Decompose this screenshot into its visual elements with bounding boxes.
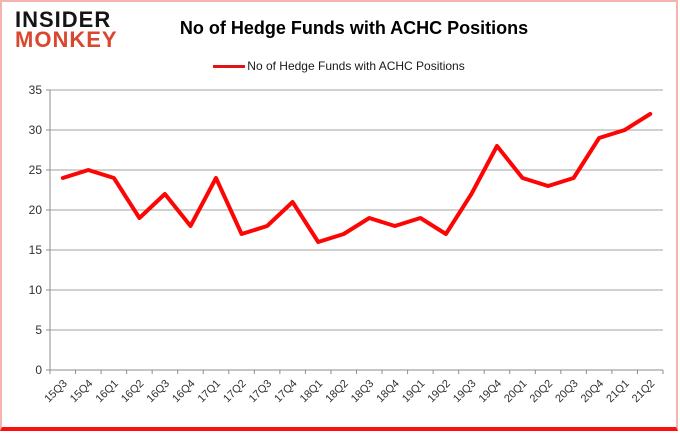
logo-line1: INSIDER xyxy=(15,7,112,32)
svg-text:18Q3: 18Q3 xyxy=(349,378,377,406)
svg-text:25: 25 xyxy=(29,163,43,177)
legend: No of Hedge Funds with ACHC Positions xyxy=(2,58,676,74)
svg-text:16Q3: 16Q3 xyxy=(145,378,173,406)
svg-text:20Q1: 20Q1 xyxy=(502,378,530,406)
svg-text:10: 10 xyxy=(29,283,43,297)
svg-text:30: 30 xyxy=(29,123,43,137)
svg-text:18Q2: 18Q2 xyxy=(323,378,351,406)
svg-text:5: 5 xyxy=(35,323,42,337)
legend-line-swatch xyxy=(213,64,246,68)
svg-text:20: 20 xyxy=(29,203,43,217)
svg-text:21Q2: 21Q2 xyxy=(630,378,658,406)
svg-text:20Q2: 20Q2 xyxy=(528,378,556,406)
svg-text:20Q4: 20Q4 xyxy=(579,378,607,406)
svg-text:17Q3: 17Q3 xyxy=(247,378,275,406)
svg-text:16Q4: 16Q4 xyxy=(170,378,198,406)
svg-text:18Q1: 18Q1 xyxy=(298,378,326,406)
svg-text:18Q4: 18Q4 xyxy=(374,378,402,406)
svg-text:16Q1: 16Q1 xyxy=(93,378,121,406)
insider-monkey-logo: INSIDER MONKEY xyxy=(15,7,118,53)
svg-text:19Q2: 19Q2 xyxy=(425,378,453,406)
legend-label: No of Hedge Funds with ACHC Positions xyxy=(247,59,465,73)
svg-text:19Q1: 19Q1 xyxy=(400,378,428,406)
svg-text:20Q3: 20Q3 xyxy=(553,378,581,406)
svg-text:19Q3: 19Q3 xyxy=(451,378,479,406)
svg-text:15Q3: 15Q3 xyxy=(42,378,70,406)
svg-text:15Q4: 15Q4 xyxy=(68,378,96,406)
chart-title: No of Hedge Funds with ACHC Positions xyxy=(179,18,529,38)
chart-card: INSIDER MONKEY No of Hedge Funds with AC… xyxy=(0,0,678,431)
svg-text:17Q4: 17Q4 xyxy=(272,378,300,406)
svg-text:0: 0 xyxy=(35,363,42,377)
svg-text:35: 35 xyxy=(29,83,43,97)
svg-text:15: 15 xyxy=(29,243,43,257)
svg-text:17Q2: 17Q2 xyxy=(221,378,249,406)
svg-text:21Q1: 21Q1 xyxy=(604,378,632,406)
svg-text:19Q4: 19Q4 xyxy=(477,378,505,406)
svg-text:16Q2: 16Q2 xyxy=(119,378,147,406)
svg-text:17Q1: 17Q1 xyxy=(196,378,224,406)
logo-line2: MONKEY xyxy=(15,27,118,53)
